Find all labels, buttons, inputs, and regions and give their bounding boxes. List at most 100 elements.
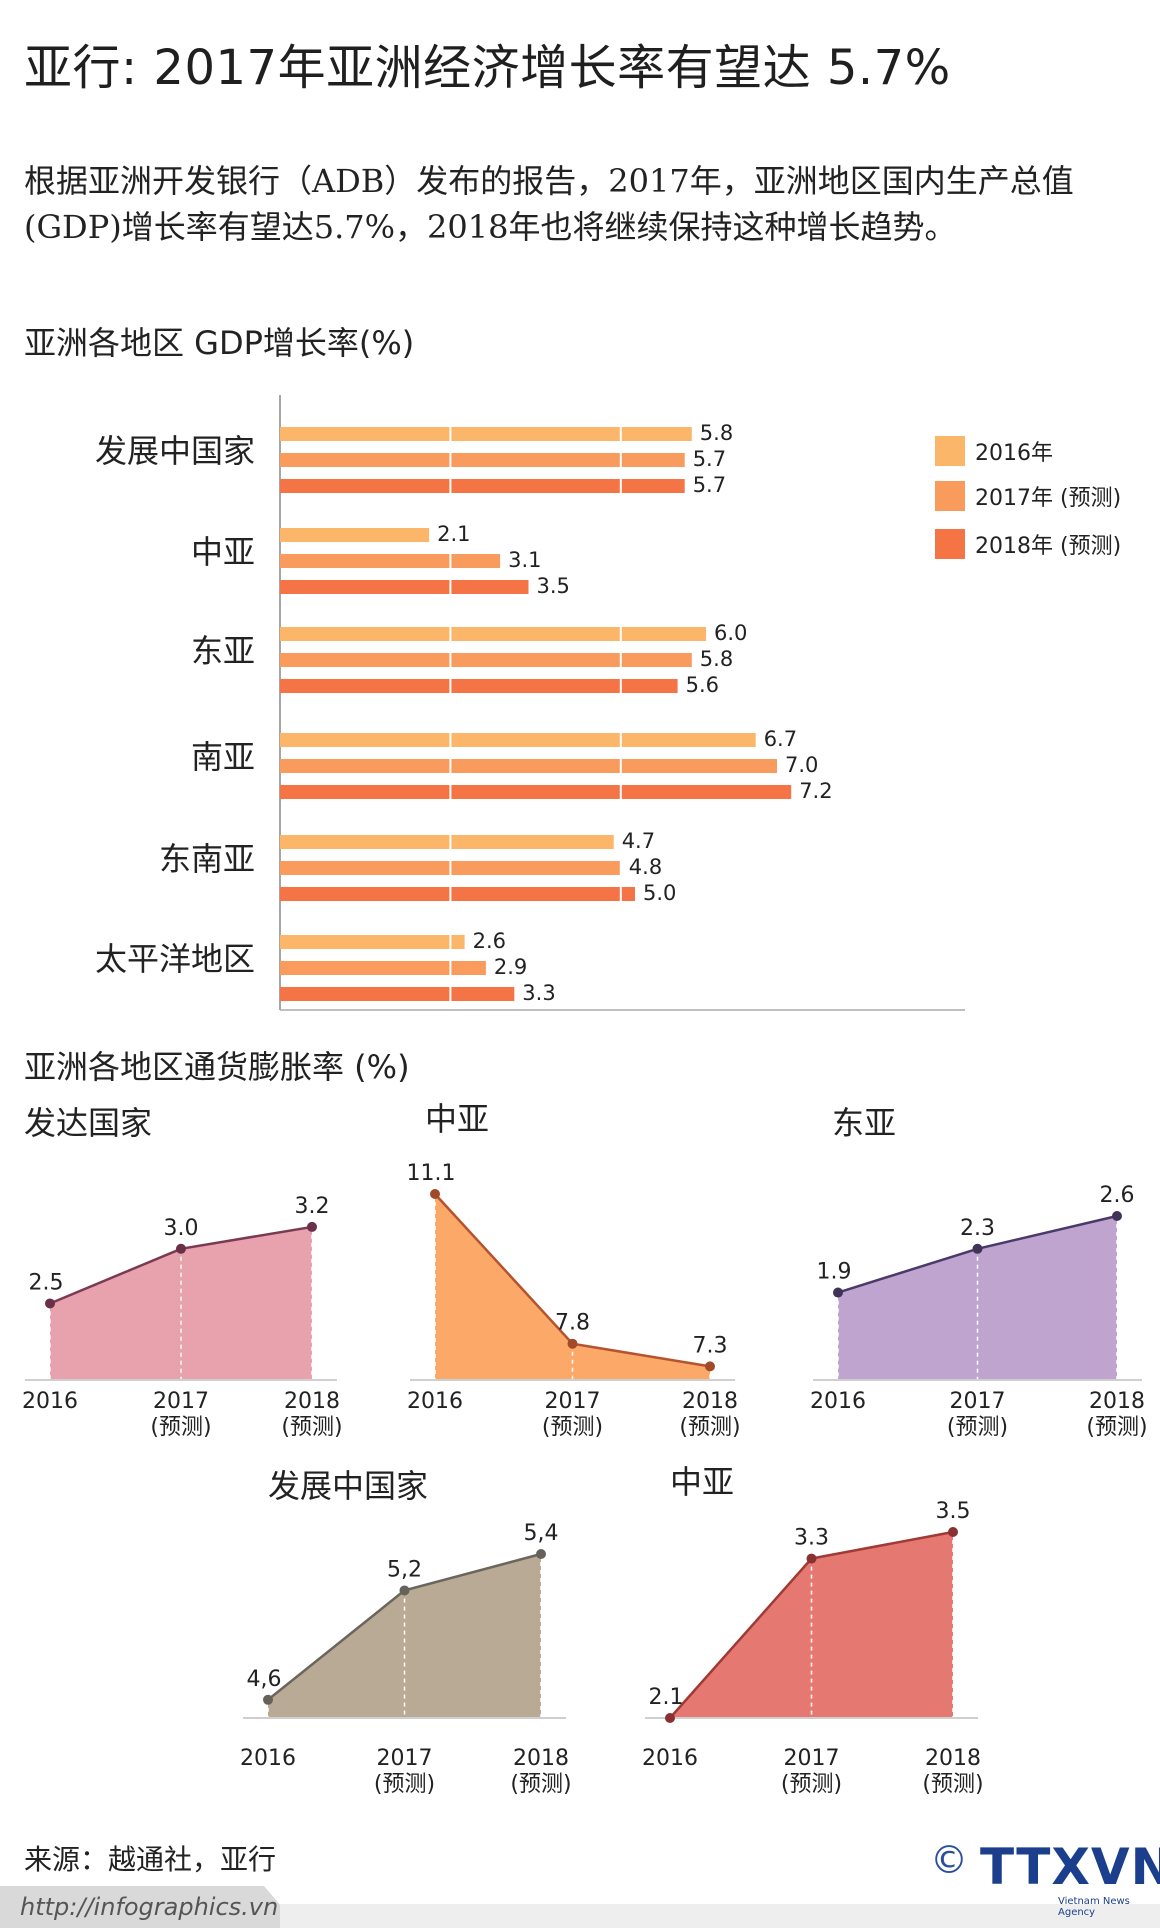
inflation-panel-title: 发达国家 xyxy=(24,1104,152,1142)
page-title: 亚行: 2017年亚洲经济增长率有望达 5.7% xyxy=(24,40,951,96)
gdp-category-label: 东南亚 xyxy=(159,840,255,878)
inflation-value-label: 5,4 xyxy=(524,1521,559,1546)
inflation-forecast-label: (预测) xyxy=(150,1415,211,1440)
inflation-value-label: 3.3 xyxy=(794,1526,829,1551)
inflation-panel-title: 东亚 xyxy=(832,1104,896,1142)
inflation-year-label: 2016 xyxy=(22,1389,78,1414)
gdp-bar xyxy=(280,554,501,568)
inflation-forecast-label: (预测) xyxy=(281,1415,342,1440)
inflation-point xyxy=(833,1287,843,1298)
gdp-bar xyxy=(280,987,515,1001)
inflation-forecast-label: (预测) xyxy=(374,1772,435,1797)
gdp-value-label: 4.8 xyxy=(629,855,662,879)
inflation-year-label: 2018 xyxy=(925,1746,981,1771)
legend-label: 2016年 xyxy=(975,441,1053,466)
gdp-bar xyxy=(280,627,706,641)
ttxvn-logo: TTXVN xyxy=(980,1838,1160,1896)
gdp-value-label: 5.0 xyxy=(643,881,676,905)
inflation-year-label: 2017 xyxy=(377,1746,433,1771)
gdp-value-label: 6.7 xyxy=(764,727,797,751)
gdp-value-label: 5.7 xyxy=(693,473,726,497)
inflation-year-label: 2018 xyxy=(1089,1389,1145,1414)
url-bar xyxy=(0,1886,300,1928)
gdp-value-label: 2.1 xyxy=(437,522,470,546)
inflation-value-label: 2.1 xyxy=(649,1685,684,1710)
gdp-bar xyxy=(280,961,486,975)
gdp-bar xyxy=(280,528,430,542)
gdp-value-label: 5.7 xyxy=(693,447,726,471)
inflation-area xyxy=(268,1554,541,1718)
inflation-year-label: 2018 xyxy=(513,1746,569,1771)
inflation-point xyxy=(567,1338,578,1349)
inflation-value-label: 4,6 xyxy=(247,1667,282,1692)
inflation-point xyxy=(263,1694,273,1705)
gdp-value-label: 5.6 xyxy=(686,673,719,697)
inflation-panel-title: 中亚 xyxy=(425,1100,489,1138)
gdp-bar xyxy=(280,733,756,747)
gdp-value-label: 3.3 xyxy=(522,981,555,1005)
copyright-symbol: © xyxy=(930,1838,968,1882)
inflation-panel-title: 发展中国家 xyxy=(268,1467,428,1505)
inflation-forecast-label: (预测) xyxy=(922,1772,983,1797)
inflation-chart-title: 亚洲各地区通货膨胀率 (%) xyxy=(24,1048,410,1086)
legend-swatch xyxy=(935,436,965,466)
intro-paragraph: 根据亚洲开发银行（ADB）发布的报告，2017年，亚洲地区国内生产总值(GDP)… xyxy=(24,162,1074,246)
inflation-year-label: 2017 xyxy=(545,1389,601,1414)
legend-label: 2018年 (预测) xyxy=(975,534,1121,559)
inflation-forecast-label: (预测) xyxy=(781,1772,842,1797)
inflation-value-label: 2.3 xyxy=(960,1216,995,1241)
inflation-year-label: 2018 xyxy=(682,1389,738,1414)
gdp-category-label: 太平洋地区 xyxy=(95,940,255,978)
inflation-year-label: 2017 xyxy=(153,1389,209,1414)
inflation-point xyxy=(972,1243,983,1254)
inflation-value-label: 2.6 xyxy=(1100,1183,1135,1208)
website-link[interactable]: http://infographics.vn xyxy=(20,1893,279,1921)
legend-label: 2017年 (预测) xyxy=(975,486,1121,511)
logo-subtitle: Vietnam News Agency xyxy=(1058,1896,1130,1918)
gdp-bar xyxy=(280,785,792,799)
inflation-value-label: 11.1 xyxy=(407,1161,456,1186)
inflation-year-label: 2016 xyxy=(642,1746,698,1771)
inflation-point xyxy=(806,1553,817,1564)
gdp-value-label: 5.8 xyxy=(700,421,733,445)
gdp-bar xyxy=(280,887,635,901)
inflation-value-label: 3.2 xyxy=(295,1194,330,1219)
gdp-bar xyxy=(280,835,614,849)
legend-swatch xyxy=(935,529,965,559)
gdp-bar-chart: 发展中国家 5.85.75.7中亚 2.13.13.5东亚 6.05.85.6南亚 6.… xyxy=(95,395,1121,1011)
inflation-point xyxy=(307,1221,317,1232)
inflation-year-label: 2016 xyxy=(240,1746,296,1771)
gdp-bar xyxy=(280,935,465,949)
inflation-year-label: 2016 xyxy=(407,1389,463,1414)
inflation-value-label: 3.0 xyxy=(164,1216,199,1241)
inflation-area xyxy=(435,1194,710,1380)
inflation-value-label: 2.5 xyxy=(29,1270,64,1295)
gdp-bar xyxy=(280,453,685,467)
inflation-forecast-label: (预测) xyxy=(679,1415,740,1440)
inflation-value-label: 3.5 xyxy=(936,1499,971,1524)
gdp-category-label: 东亚 xyxy=(191,632,255,670)
inflation-value-label: 7.8 xyxy=(555,1311,590,1336)
source-note: 来源：越通社，亚行 xyxy=(24,1843,277,1876)
inflation-area xyxy=(50,1226,312,1380)
inflation-year-label: 2018 xyxy=(284,1389,340,1414)
inflation-forecast-label: (预测) xyxy=(947,1415,1008,1440)
gdp-bar xyxy=(280,479,685,493)
inflation-point xyxy=(705,1361,715,1372)
gdp-bar xyxy=(280,427,692,441)
gdp-bar xyxy=(280,653,692,667)
gdp-value-label: 3.5 xyxy=(537,574,570,598)
inflation-forecast-label: (预测) xyxy=(1086,1415,1147,1440)
legend-swatch xyxy=(935,481,965,511)
inflation-point xyxy=(176,1243,186,1254)
gdp-value-label: 5.8 xyxy=(700,647,733,671)
gdp-value-label: 2.9 xyxy=(494,955,527,979)
gdp-bar xyxy=(280,759,777,773)
inflation-point xyxy=(430,1189,440,1199)
inflation-year-label: 2016 xyxy=(810,1389,866,1414)
gdp-value-label: 4.7 xyxy=(622,829,655,853)
gdp-category-label: 中亚 xyxy=(191,533,255,571)
inflation-year-label: 2017 xyxy=(784,1746,840,1771)
inflation-forecast-label: (预测) xyxy=(510,1772,571,1797)
